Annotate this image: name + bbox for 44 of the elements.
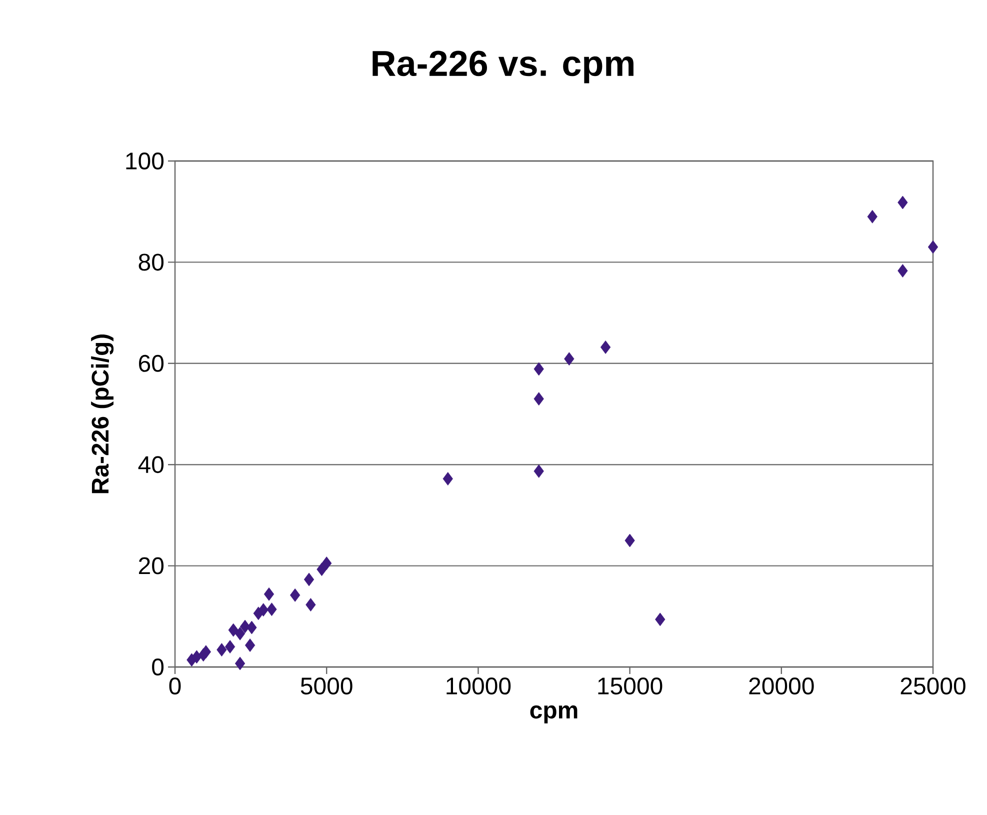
point xyxy=(600,340,611,354)
point xyxy=(200,645,212,659)
point xyxy=(234,656,246,670)
point xyxy=(216,643,227,656)
point xyxy=(266,602,277,616)
point xyxy=(898,264,908,278)
point xyxy=(534,464,544,478)
point xyxy=(655,612,666,626)
y-tick-label: 80 xyxy=(138,254,164,271)
point xyxy=(867,210,878,224)
point xyxy=(264,587,274,601)
point xyxy=(228,623,238,637)
point xyxy=(928,240,938,254)
point xyxy=(534,362,544,376)
y-tick-label: 40 xyxy=(138,456,164,474)
point xyxy=(246,620,257,634)
x-tick-label: 0 xyxy=(169,678,181,695)
x-axis-title: cpm xyxy=(530,705,578,724)
y-axis-title: Ra-226 (pCi/g) xyxy=(91,334,114,494)
point xyxy=(244,638,256,652)
x-tick-label: 25000 xyxy=(900,678,966,695)
x-tick-label: 5000 xyxy=(300,678,352,695)
y-tick-label: 0 xyxy=(152,658,164,676)
point xyxy=(564,352,574,366)
point xyxy=(290,588,300,602)
point xyxy=(316,562,327,576)
x-tick-label: 20000 xyxy=(749,678,814,695)
point xyxy=(304,572,314,586)
x-tick-label: 15000 xyxy=(598,678,662,695)
point xyxy=(192,650,202,664)
point xyxy=(898,196,908,210)
point xyxy=(306,598,316,612)
y-tick-label: 100 xyxy=(126,152,164,170)
point xyxy=(534,392,544,406)
y-tick-label: 60 xyxy=(138,354,164,372)
point xyxy=(258,603,268,617)
chart-title: Ra-226 vs. cpm xyxy=(372,50,634,84)
y-tick-label: 20 xyxy=(138,557,164,574)
point xyxy=(224,640,236,654)
x-tick-label: 10000 xyxy=(446,678,511,695)
point xyxy=(322,556,332,570)
point xyxy=(442,472,453,486)
point xyxy=(234,626,246,640)
point xyxy=(624,534,635,548)
